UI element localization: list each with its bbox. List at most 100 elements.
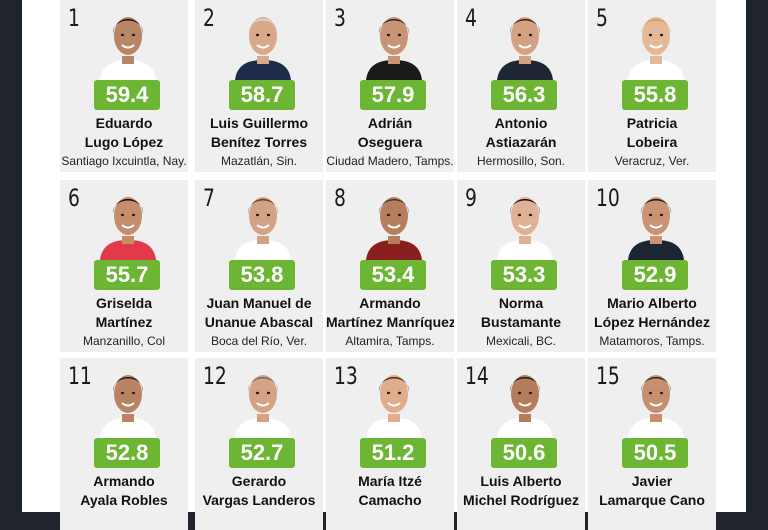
candidate-card: 13 51.2 María Itzé Camacho [326, 358, 454, 530]
candidate-photo [366, 375, 422, 438]
candidate-last-name: Lobeira [626, 134, 678, 150]
candidate-card: 5 55.8 Patricia Lobeira Veracruz, Ver. [588, 0, 716, 172]
candidate-card: 7 53.8 Juan Manuel de Unanue Abascal Boca de… [195, 180, 323, 352]
candidate-photo [497, 197, 553, 260]
candidate-last-name: Camacho [358, 492, 422, 508]
candidate-last-name: Bustamante [480, 314, 562, 330]
candidate-first-name: Eduardo [95, 115, 153, 131]
candidate-photo [100, 375, 156, 438]
rank-number: 4 [465, 4, 477, 32]
candidate-card: 2 58.7 Luis Guillermo Benítez Torres Mazatlá… [195, 0, 323, 172]
score-badge: 52.9 [622, 260, 688, 290]
candidate-photo [235, 17, 291, 80]
candidate-city: Manzanillo, Col [82, 334, 166, 348]
candidate-last-name: Lamarque Cano [599, 492, 705, 508]
score-badge: 53.4 [360, 260, 426, 290]
score-badge: 55.8 [622, 80, 688, 110]
candidate-photo [100, 17, 156, 80]
candidate-photo [100, 197, 156, 260]
candidate-city: Hermosillo, Son. [476, 154, 566, 168]
candidate-city: Mexicali, BC. [485, 334, 556, 348]
candidate-photo [497, 375, 553, 438]
candidate-first-name: Luis Guillermo [209, 115, 308, 131]
score-badge: 56.3 [491, 80, 557, 110]
candidate-last-name: Martínez [95, 314, 153, 330]
candidate-first-name: Norma [498, 295, 544, 311]
candidate-first-name: Armando [359, 295, 421, 311]
score-badge: 55.7 [94, 260, 160, 290]
candidate-first-name: Antonio [494, 115, 548, 131]
page-sheet: 1 59.4 Eduardo Lugo López Santiago Ixcuintla… [22, 0, 746, 530]
candidate-city: Veracruz, Ver. [614, 154, 690, 168]
candidate-card: 3 57.9 Adrián Oseguera Ciudad Madero, Tamps. [326, 0, 454, 172]
candidate-first-name: Luis Alberto [480, 473, 562, 489]
candidate-city: Mazatlán, Sin. [220, 154, 298, 168]
score-badge: 53.3 [491, 260, 557, 290]
candidate-photo [366, 197, 422, 260]
candidate-last-name: López Hernández [594, 314, 710, 330]
candidate-card: 10 52.9 Mario Alberto López Hernández Matamo… [588, 180, 716, 352]
candidate-first-name: Griselda [95, 295, 153, 311]
candidate-photo [497, 17, 553, 80]
candidate-first-name: María Itzé [358, 473, 422, 489]
candidate-photo [628, 375, 684, 438]
rank-number: 10 [596, 184, 620, 212]
candidate-last-name: Lugo López [84, 134, 164, 150]
rank-number: 9 [465, 184, 477, 212]
candidate-last-name: Ayala Robles [80, 492, 168, 508]
candidate-first-name: Adrián [367, 115, 413, 131]
candidate-card: 14 50.6 Luis Alberto Michel Rodríguez [457, 358, 585, 530]
candidate-first-name: Gerardo [231, 473, 287, 489]
candidate-card: 1 59.4 Eduardo Lugo López Santiago Ixcuintla… [60, 0, 188, 172]
score-badge: 57.9 [360, 80, 426, 110]
rank-number: 8 [334, 184, 346, 212]
candidate-city: Altamira, Tamps. [345, 334, 435, 348]
candidate-first-name: Patricia [626, 115, 678, 131]
candidate-city: Ciudad Madero, Tamps. [326, 154, 454, 168]
candidate-city: Santiago Ixcuintla, Nay. [61, 154, 187, 168]
score-badge: 53.8 [229, 260, 295, 290]
candidate-last-name: Benítez Torres [210, 134, 308, 150]
rank-number: 12 [203, 362, 227, 390]
rank-number: 14 [465, 362, 489, 390]
candidate-last-name: Astiazarán [485, 134, 557, 150]
candidate-card: 9 53.3 Norma Bustamante Mexicali, BC. [457, 180, 585, 352]
ranking-grid: 1 59.4 Eduardo Lugo López Santiago Ixcuintla… [60, 0, 734, 530]
candidate-first-name: Juan Manuel de [206, 295, 312, 311]
rank-number: 13 [334, 362, 358, 390]
candidate-first-name: Armando [93, 473, 155, 489]
score-badge: 58.7 [229, 80, 295, 110]
candidate-first-name: Javier [631, 473, 673, 489]
candidate-last-name: Vargas Landeros [202, 492, 316, 508]
rank-number: 1 [68, 4, 80, 32]
candidate-card: 15 50.5 Javier Lamarque Cano [588, 358, 716, 530]
candidate-photo [235, 197, 291, 260]
candidate-card: 12 52.7 Gerardo Vargas Landeros [195, 358, 323, 530]
score-badge: 59.4 [94, 80, 160, 110]
rank-number: 6 [68, 184, 80, 212]
candidate-card: 8 53.4 Armando Martínez Manríquez Altamira, … [326, 180, 454, 352]
candidate-city: Matamoros, Tamps. [599, 334, 705, 348]
candidate-card: 11 52.8 Armando Ayala Robles [60, 358, 188, 530]
score-badge: 50.6 [491, 438, 557, 468]
rank-number: 15 [596, 362, 620, 390]
candidate-photo [366, 17, 422, 80]
candidate-card: 4 56.3 Antonio Astiazarán Hermosillo, Son. [457, 0, 585, 172]
candidate-city: Boca del Río, Ver. [210, 334, 308, 348]
rank-number: 2 [203, 4, 215, 32]
candidate-card: 6 55.7 Griselda Martínez Manzanillo, Col [60, 180, 188, 352]
candidate-photo [628, 197, 684, 260]
rank-number: 11 [68, 362, 92, 390]
candidate-photo [628, 17, 684, 80]
score-badge: 50.5 [622, 438, 688, 468]
candidate-last-name: Michel Rodríguez [463, 492, 579, 508]
candidate-last-name: Martínez Manríquez [326, 314, 454, 330]
rank-number: 3 [334, 4, 346, 32]
rank-number: 5 [596, 4, 608, 32]
rank-number: 7 [203, 184, 215, 212]
candidate-first-name: Mario Alberto [607, 295, 697, 311]
candidate-last-name: Unanue Abascal [204, 314, 314, 330]
score-badge: 52.8 [94, 438, 160, 468]
score-badge: 51.2 [360, 438, 426, 468]
candidate-last-name: Oseguera [357, 134, 423, 150]
